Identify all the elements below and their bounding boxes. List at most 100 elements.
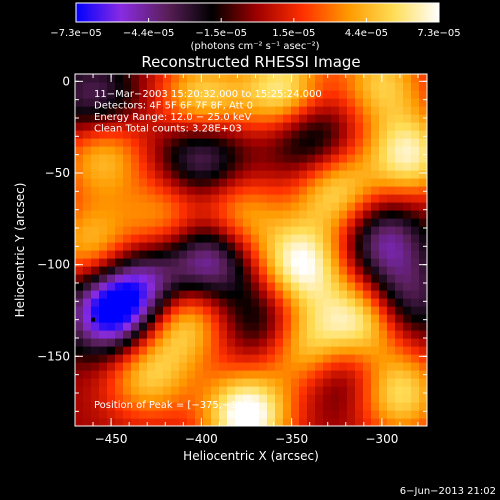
- heatmap-cell: [115, 338, 124, 347]
- heatmap-cell: [323, 218, 332, 227]
- heatmap-cell: [131, 346, 140, 355]
- heatmap-cell: [419, 154, 427, 163]
- heatmap-cell: [315, 306, 324, 315]
- heatmap-cell: [363, 178, 372, 187]
- heatmap-cell: [83, 410, 92, 419]
- heatmap-cell: [171, 410, 180, 419]
- heatmap-cell: [355, 202, 364, 211]
- heatmap-cell: [187, 218, 196, 227]
- heatmap-cell: [355, 106, 364, 115]
- heatmap-cell: [291, 282, 300, 291]
- heatmap-cell: [107, 346, 116, 355]
- heatmap-cell: [227, 298, 236, 307]
- heatmap-cell: [323, 258, 332, 267]
- heatmap-cell: [139, 186, 148, 195]
- peak-marker: [91, 317, 96, 322]
- heatmap-cell: [115, 330, 124, 339]
- heatmap-cell: [195, 82, 204, 91]
- heatmap-cell: [387, 338, 396, 347]
- heatmap-cell: [227, 186, 236, 195]
- heatmap-cell: [147, 130, 156, 139]
- heatmap-cell: [323, 178, 332, 187]
- heatmap-cell: [115, 106, 124, 115]
- heatmap-cell: [411, 290, 420, 299]
- heatmap-cell: [179, 314, 188, 323]
- heatmap-cell: [219, 130, 228, 139]
- heatmap-cell: [123, 378, 132, 387]
- heatmap-cell: [347, 258, 356, 267]
- heatmap-cell: [75, 410, 84, 419]
- heatmap-cell: [107, 306, 116, 315]
- heatmap-cell: [363, 218, 372, 227]
- heatmap-cell: [83, 194, 92, 203]
- heatmap-cell: [187, 90, 196, 99]
- heatmap-cell: [291, 210, 300, 219]
- heatmap-cell: [75, 178, 84, 187]
- heatmap-cell: [323, 386, 332, 395]
- heatmap-cell: [131, 106, 140, 115]
- heatmap-cell: [419, 410, 427, 419]
- heatmap-cell: [419, 194, 427, 203]
- heatmap-cell: [371, 250, 380, 259]
- heatmap-cell: [179, 186, 188, 195]
- heatmap-cell: [299, 314, 308, 323]
- heatmap-cell: [187, 130, 196, 139]
- heatmap-cell: [91, 242, 100, 251]
- heatmap-cell: [259, 90, 268, 99]
- heatmap-cell: [275, 290, 284, 299]
- heatmap-cell: [123, 74, 132, 83]
- heatmap-cell: [243, 122, 252, 131]
- heatmap-cell: [203, 314, 212, 323]
- heatmap-cell: [179, 298, 188, 307]
- heatmap-cell: [419, 146, 427, 155]
- heatmap-cell: [251, 250, 260, 259]
- heatmap-cell: [411, 226, 420, 235]
- heatmap-cell: [83, 106, 92, 115]
- heatmap-cell: [371, 98, 380, 107]
- heatmap-cell: [99, 218, 108, 227]
- heatmap-cell: [243, 82, 252, 91]
- heatmap-cell: [91, 354, 100, 363]
- heatmap-cell: [195, 274, 204, 283]
- heatmap-cell: [371, 386, 380, 395]
- heatmap-cell: [291, 330, 300, 339]
- heatmap-cell: [403, 186, 412, 195]
- colorbar-tick-label: −7.3e−05: [50, 28, 102, 39]
- heatmap-cell: [307, 410, 316, 419]
- heatmap-cell: [243, 306, 252, 315]
- heatmap-cell: [219, 194, 228, 203]
- heatmap-cell: [291, 346, 300, 355]
- heatmap-cell: [323, 186, 332, 195]
- heatmap-cell: [363, 298, 372, 307]
- heatmap-cell: [235, 370, 244, 379]
- heatmap-cell: [211, 154, 220, 163]
- heatmap-cell: [91, 362, 100, 371]
- heatmap-cell: [259, 210, 268, 219]
- heatmap-cell: [347, 74, 356, 83]
- heatmap-cell: [123, 218, 132, 227]
- heatmap-cell: [307, 330, 316, 339]
- heatmap-cell: [227, 114, 236, 123]
- heatmap-cell: [83, 330, 92, 339]
- heatmap-cell: [411, 138, 420, 147]
- heatmap-cell: [107, 130, 116, 139]
- heatmap-cell: [131, 138, 140, 147]
- heatmap-cell: [371, 194, 380, 203]
- heatmap-cell: [91, 370, 100, 379]
- peak-position-label: Position of Peak = [−375,−182]: [94, 400, 253, 411]
- heatmap-cell: [267, 210, 276, 219]
- heatmap-cell: [267, 386, 276, 395]
- heatmap-cell: [371, 234, 380, 243]
- heatmap-cell: [219, 370, 228, 379]
- heatmap-cell: [259, 202, 268, 211]
- heatmap-cell: [315, 122, 324, 131]
- heatmap-cell: [259, 370, 268, 379]
- heatmap-cell: [115, 274, 124, 283]
- heatmap-cell: [355, 74, 364, 83]
- heatmap-cell: [323, 82, 332, 91]
- heatmap-cell: [307, 106, 316, 115]
- heatmap-cell: [227, 226, 236, 235]
- heatmap-cell: [139, 314, 148, 323]
- heatmap-cell: [299, 370, 308, 379]
- heatmap-cell: [107, 250, 116, 259]
